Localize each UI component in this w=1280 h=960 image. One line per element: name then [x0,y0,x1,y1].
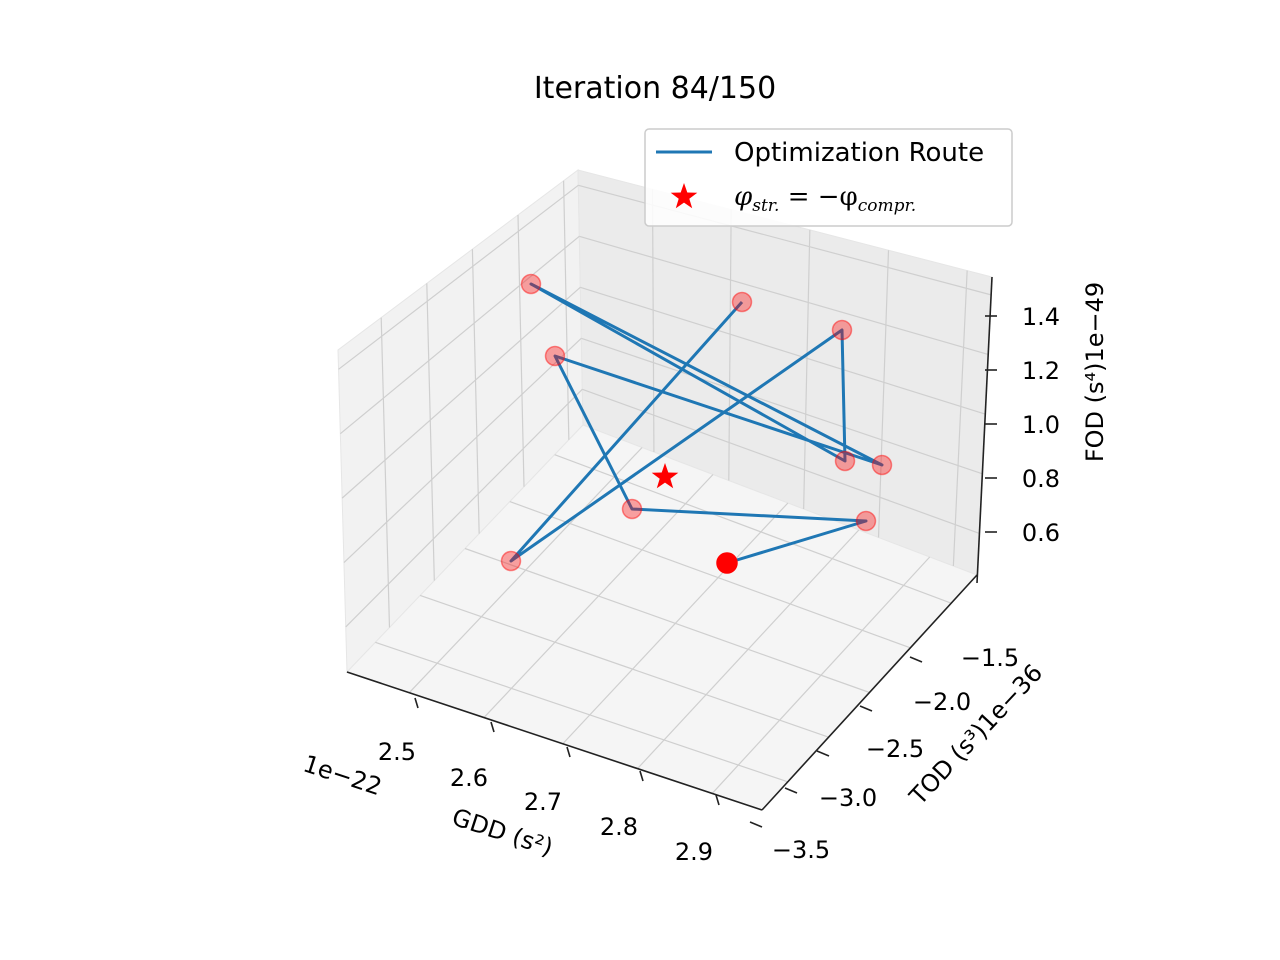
y-tick-mark [859,705,873,712]
grid-line [345,388,583,628]
z-axis-line [976,276,993,584]
grid-line [582,388,980,534]
grid-line [419,594,829,738]
axis-lines [346,276,997,828]
x-tick-label: 2.6 [450,764,488,792]
x-tick-mark [639,770,644,782]
x-tick-mark [566,746,571,758]
x-axis-line [346,671,763,811]
route-point-marker [855,510,877,532]
chart-title: Iteration 84/150 [534,71,776,106]
y-tick-label: −1.5 [961,644,1019,672]
route-point-marker [544,345,566,367]
y-tick-mark [909,656,923,663]
grid-line [952,270,968,567]
x-tick-mark [490,721,495,733]
grid-line [579,235,989,356]
grid-line [380,317,391,628]
y-tick-label: −2.0 [913,688,971,716]
y-axis-label: TOD (s³)1e−36 [903,659,1048,811]
grid-line [728,209,732,481]
target-star-marker [651,463,679,489]
z-axis-label: FOD (s⁴)1e−49 [1081,282,1109,462]
y-tick-label: −3.5 [772,836,830,864]
x-axis-offset-text: 1e−22 [300,750,385,802]
grid-line [580,286,986,415]
legend-star-swatch [670,183,698,209]
legend-box [644,128,1013,227]
grid-line [343,337,582,563]
x-tick-label: 2.8 [600,813,638,841]
route-point-marker [500,550,522,572]
z-tick-label: 1.0 [1022,411,1060,439]
grid-line [426,283,435,581]
y-axis-line [761,574,978,811]
grid-line [375,641,788,783]
y-tick-mark [749,821,763,828]
grid-line [554,454,952,604]
x-tick-label: 2.9 [675,838,713,866]
grid-line [517,214,525,487]
route-point-marker [871,454,893,476]
grid-line [341,286,581,499]
x-tick-label: 2.5 [378,738,416,766]
route-point-marker [731,291,753,313]
y-tick-mark [816,750,830,757]
grid-line [471,249,480,534]
route-point-marker [520,273,542,295]
grid-line [651,189,655,453]
grid-lines [338,180,992,794]
grid-line [509,501,911,649]
x-tick-label: 2.7 [524,788,562,816]
grid-line [339,235,580,435]
route-markers [500,273,893,574]
grid-line [464,547,870,694]
route-point-marker [621,498,643,520]
x-tick-mark [414,697,419,709]
y-tick-label: −3.0 [819,784,877,812]
legend: Optimization Route φstr. = −φcompr. [644,128,1013,227]
z-tick-label: 1.2 [1022,357,1060,385]
z-tick-label: 0.6 [1022,519,1060,547]
route-point-marker [834,450,856,472]
route-line [509,282,884,565]
x-tick-mark [715,794,720,806]
legend-label-target: φstr. = −φcompr. [734,182,916,216]
y-tick-mark [784,787,798,794]
route-point-marker [831,319,853,341]
grid-line [803,229,811,510]
grid-line [563,180,570,440]
grid-line [581,337,983,475]
current-point-marker [716,552,738,574]
z-tick-label: 0.8 [1022,465,1060,493]
grid-line [338,184,579,370]
legend-label-route: Optimization Route [734,138,984,168]
optimization-route [509,282,884,565]
z-tick-label: 1.4 [1022,303,1060,331]
tick-labels: 2.5 2.6 2.7 2.8 2.9 −1.5 −2.0 −2.5 −3.0 −3.5 1.4 1.… [378,303,1060,866]
axes-panes [337,169,993,811]
grid-line [877,250,890,538]
y-tick-label: −2.5 [866,735,924,763]
